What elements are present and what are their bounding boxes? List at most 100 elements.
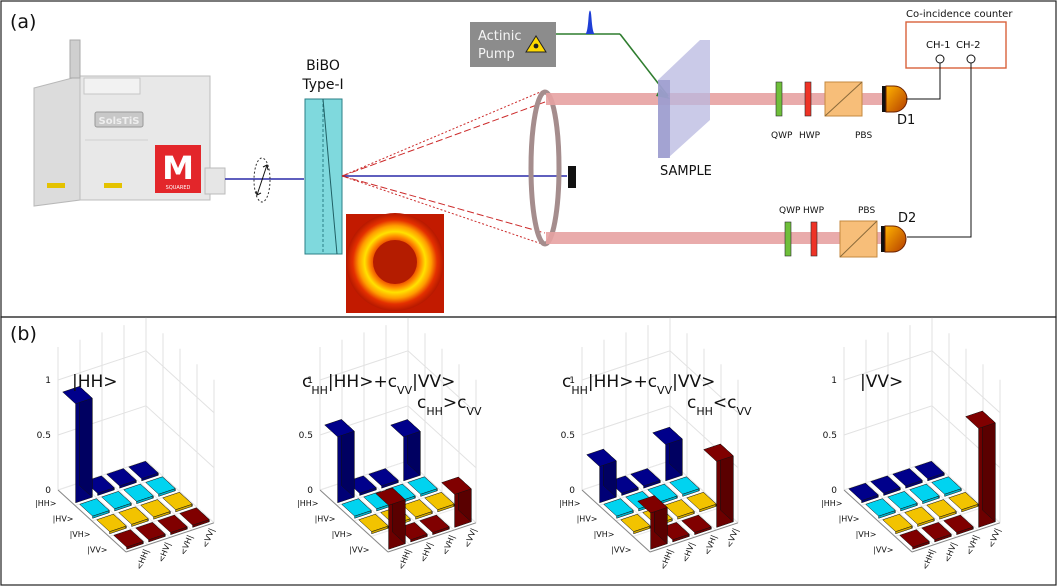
density-matrix-chart: 1 0.5 0 |HH> |HV> |VH> |VV> <HH| <HV| <VH| <VV| |VV… (821, 317, 1003, 571)
ch1-connector-icon (935, 54, 945, 64)
cable-d2 (907, 63, 972, 238)
density-matrix-plots: 1 0.5 0 |HH> |HV> |VH> |VV> <HH| <HV| <VH| <VV| |HH… (35, 317, 1003, 571)
density-matrix-chart: 1 0.5 0 |HH> |HV> |VH> |VV> <HH| <HV| <VH| <VV| cHH… (297, 317, 482, 571)
row-label: |HH> (821, 499, 842, 508)
matrix-bar (375, 487, 406, 550)
qwp-bottom-label: QWP (779, 206, 801, 216)
matrix-bar (140, 499, 171, 520)
col-label: <HV| (419, 541, 435, 564)
laser-nameplate-text: SolsTiS (99, 116, 140, 127)
logo-letter: M (162, 149, 194, 187)
matrix-bar (157, 514, 188, 536)
row-label: |VV> (87, 545, 107, 554)
panel-b-label: (b) (10, 323, 37, 345)
row-label: |VV> (611, 545, 631, 554)
hwp-bottom-label: HWP (803, 206, 825, 216)
panel-b-frame (0, 316, 1057, 586)
col-label: <VV| (725, 527, 741, 549)
matrix-bar (586, 448, 617, 504)
col-label: <VV| (987, 527, 1003, 549)
hwp-top (804, 81, 812, 117)
matrix-bar (62, 385, 93, 504)
pulse-icon (585, 10, 595, 35)
matrix-bar (686, 491, 717, 513)
z-tick-label: 0 (45, 486, 51, 496)
matrix-bar (424, 491, 455, 513)
spdc-cone (341, 89, 546, 246)
signal-beam-top (546, 93, 883, 105)
z-tick-label: 0.5 (561, 431, 575, 441)
matrix-bar (113, 529, 144, 550)
matrix-bar (647, 483, 678, 505)
crystal-type: Type-I (301, 77, 343, 93)
matrix-bar (620, 513, 651, 535)
pbs-bottom-label: PBS (858, 206, 875, 216)
m-squared-logo (155, 145, 201, 193)
matrix-bar (128, 460, 159, 482)
plot-subtitle: cHH>cVV (417, 393, 482, 418)
matrix-bar (101, 490, 132, 512)
logo-word: SQUARED (166, 185, 191, 191)
polarization-rotation-icon (253, 157, 271, 203)
plot-title: |HH> (72, 372, 118, 392)
detector-d2 (881, 225, 907, 253)
col-label: <HH| (135, 548, 151, 571)
bibo-crystal (304, 98, 343, 255)
matrix-bar (341, 498, 372, 519)
matrix-bar (965, 410, 996, 528)
row-label: |HH> (297, 499, 318, 508)
row-label: |VH> (70, 530, 91, 539)
plot-subtitle: cHH<cVV (687, 393, 752, 418)
matrix-bar (324, 418, 355, 504)
hwp-top-label: HWP (799, 131, 821, 141)
hwp-bottom (810, 221, 818, 257)
pbs-top-label: PBS (855, 131, 872, 141)
ring-mask (528, 89, 562, 247)
qwp-top-label: QWP (771, 131, 793, 141)
laser-source: SolsTiS M SQUARED (33, 39, 226, 207)
matrix-bar (681, 514, 712, 536)
matrix-bar (162, 491, 193, 513)
qwp-top (775, 81, 783, 117)
ch1-label: CH-1 (926, 40, 950, 51)
matrix-bar (179, 507, 210, 528)
matrix-bar (931, 476, 962, 497)
col-label: <HH| (921, 548, 937, 571)
row-label: |HH> (35, 499, 56, 508)
matrix-bar (123, 483, 154, 505)
row-label: |HV> (839, 514, 860, 523)
density-matrix-chart: 1 0.5 0 |HH> |HV> |VH> |VV> <HH| <HV| <VH| <VV| cHH… (559, 317, 752, 571)
matrix-bar (407, 476, 438, 497)
row-label: |VH> (856, 530, 877, 539)
col-label: <VH| (179, 534, 195, 557)
beam-block (568, 166, 576, 188)
plot-title: cHH|HH>+cVV|VV> (302, 372, 455, 397)
matrix-bar (603, 498, 634, 519)
coincidence-counter (905, 21, 1007, 69)
col-label: <VH| (965, 534, 981, 557)
matrix-bar (652, 426, 683, 482)
matrix-bar (669, 476, 700, 497)
matrix-bar (79, 498, 110, 519)
pump-label-line2: Pump (478, 47, 515, 62)
sample-cuvette (658, 40, 710, 158)
matrix-bar (909, 483, 940, 505)
d2-label: D2 (898, 211, 916, 226)
panel-a-label: (a) (10, 11, 36, 33)
matrix-bar (892, 468, 923, 489)
matrix-bar (865, 498, 896, 519)
z-tick-label: 0 (307, 486, 313, 496)
z-tick-label: 1 (831, 376, 837, 386)
pump-label-line1: Actinic (478, 29, 522, 44)
ch2-connector-icon (966, 54, 976, 64)
z-tick-label: 1 (569, 376, 575, 386)
matrix-bar (870, 475, 901, 496)
plot-title: cHH|HH>+cVV|VV> (562, 372, 715, 397)
z-tick-label: 0.5 (823, 431, 837, 441)
row-label: |VH> (594, 530, 615, 539)
matrix-bar (630, 468, 661, 489)
matrix-bar (402, 499, 433, 520)
z-tick-label: 0 (831, 486, 837, 496)
matrix-bar (419, 514, 450, 536)
